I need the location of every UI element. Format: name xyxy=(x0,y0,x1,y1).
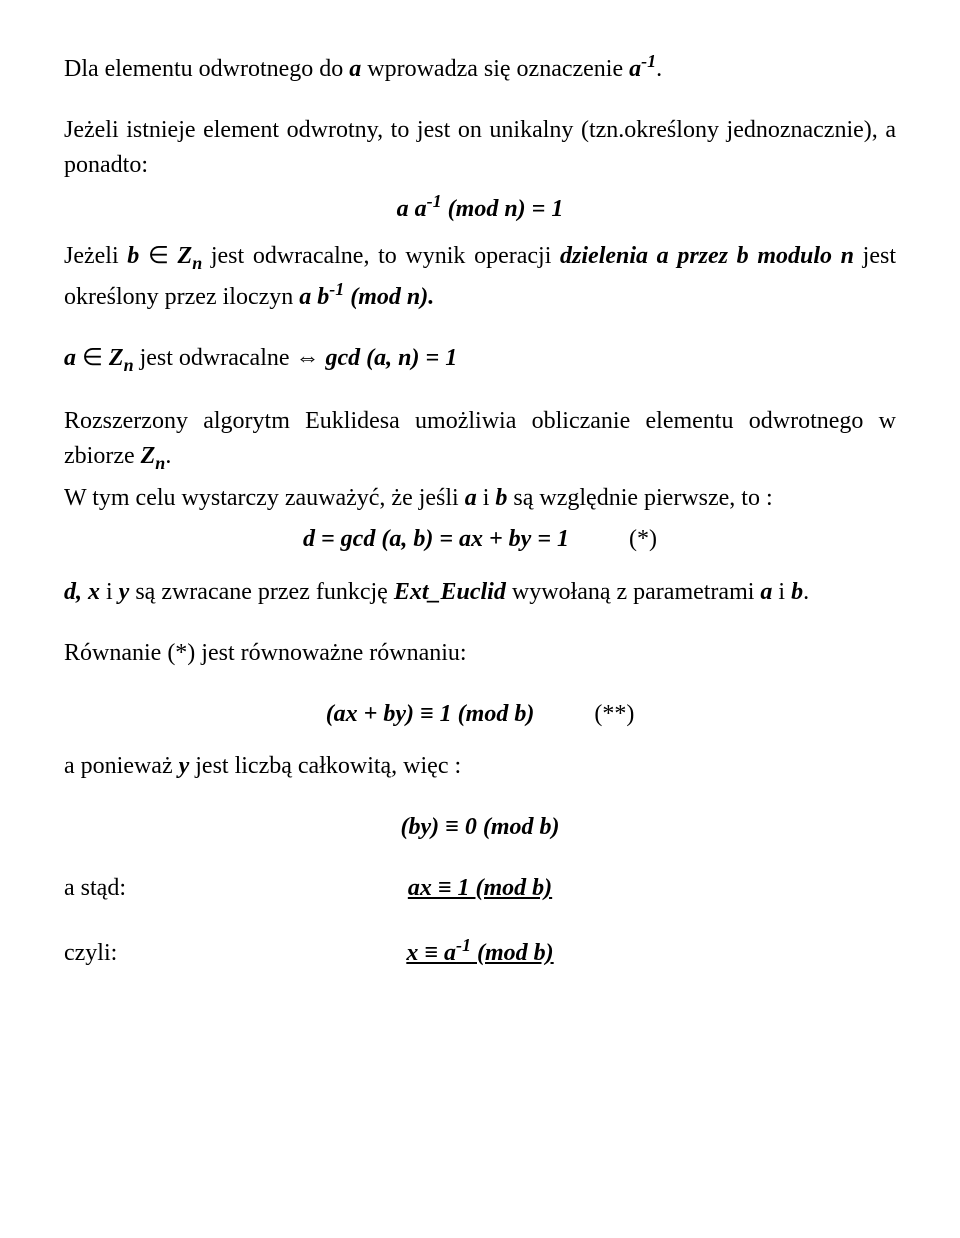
text: jest odwracalne, to wynik operacji xyxy=(202,243,560,269)
para-iff-gcd: a ∈ Zn jest odwracalne ⇔ gcd (a, n) = 1 xyxy=(64,341,896,378)
exp-neg1: -1 xyxy=(329,279,344,299)
expr-modn: (mod n). xyxy=(344,284,434,310)
text: są względnie pierwsze, to : xyxy=(507,485,772,511)
var-a: a xyxy=(629,56,641,82)
para-equivalent: Równanie (*) jest równoważne równaniu: xyxy=(64,636,896,671)
eq6-exp: -1 xyxy=(456,935,471,955)
text: i xyxy=(100,579,119,605)
text: Dla elementu odwrotnego do xyxy=(64,56,349,82)
equation-3-label: (**) xyxy=(594,697,634,732)
text: jest liczbą całkowitą, więc : xyxy=(189,753,461,779)
eq-rhs: (mod n) = 1 xyxy=(442,196,564,222)
var-a: a xyxy=(349,56,361,82)
line-hence: a stąd: ax ≡ 1 (mod b) xyxy=(64,871,896,906)
lead-hence: a stąd: xyxy=(64,871,164,906)
text: Jeżeli xyxy=(64,243,127,269)
var-b: b xyxy=(127,243,139,269)
text: . xyxy=(803,579,809,605)
equation-2-row: d = gcd (a, b) = ax + by = 1 (*) xyxy=(64,522,896,557)
para-y-integer: a ponieważ y jest liczbą całkowitą, więc… xyxy=(64,749,896,784)
text: są zwracane przez funkcję xyxy=(129,579,394,605)
var-b: b xyxy=(791,579,803,605)
text: . xyxy=(165,443,171,469)
para-coprime: W tym celu wystarczy zauważyć, że jeśli … xyxy=(64,481,896,516)
set-Zn-sub: n xyxy=(192,253,202,273)
text: . xyxy=(656,56,662,82)
line-therefore: czyli: x ≡ a-1 (mod b) xyxy=(64,932,896,971)
text: wywołaną z parametrami xyxy=(506,579,761,605)
equation-2: d = gcd (a, b) = ax + by = 1 xyxy=(303,522,569,557)
intro-line-2: Jeżeli istnieje element odwrotny, to jes… xyxy=(64,113,896,183)
text: wprowadza się oznaczenie xyxy=(361,56,629,82)
set-Z: Z xyxy=(178,243,193,269)
var-a: a xyxy=(64,345,76,371)
var-a: a xyxy=(760,579,772,605)
lead-therefore: czyli: xyxy=(64,936,164,971)
phrase-division: dzielenia a przez b modulo n xyxy=(560,243,854,269)
intro-line-1: Dla elementu odwrotnego do a wprowadza s… xyxy=(64,48,896,87)
equation-1: a a-1 (mod n) = 1 xyxy=(64,188,896,227)
text: i xyxy=(772,579,791,605)
var-y: y xyxy=(119,579,130,605)
var-y: y xyxy=(179,753,190,779)
text: W tym celu wystarczy zauważyć, że jeśli xyxy=(64,485,465,511)
eq-lhs: a a xyxy=(397,196,427,222)
eq6-part-a: x ≡ a xyxy=(406,940,456,966)
text: Równanie (*) jest równoważne równaniu: xyxy=(64,640,467,666)
text: Rozszerzony algorytm Euklidesa umożliwia… xyxy=(64,408,896,469)
equation-3: (ax + by) ≡ 1 (mod b) xyxy=(326,697,535,732)
eq6-part-c: (mod b) xyxy=(471,940,554,966)
set-Z: Z xyxy=(109,345,124,371)
var-a: a xyxy=(465,485,477,511)
set-Zn-sub: n xyxy=(155,452,165,472)
text: ∈ xyxy=(139,243,177,269)
expr-ab: a b xyxy=(299,284,329,310)
equation-6: x ≡ a-1 (mod b) xyxy=(406,940,553,966)
equation-5: ax ≡ 1 (mod b) xyxy=(408,875,552,901)
equation-4: (by) ≡ 0 (mod b) xyxy=(64,810,896,845)
iff-symbol: ⇔ xyxy=(296,345,320,371)
text: jest odwracalne xyxy=(134,345,296,371)
func-ext-euclid: Ext_Euclid xyxy=(394,579,506,605)
text: ∈ xyxy=(76,345,109,371)
text: i xyxy=(477,485,496,511)
equation-3-row: (ax + by) ≡ 1 (mod b) (**) xyxy=(64,697,896,732)
text: Jeżeli istnieje element odwrotny, to jes… xyxy=(64,117,896,178)
para-ext-euclid-intro: Rozszerzony algorytm Euklidesa umożliwia… xyxy=(64,404,896,476)
set-Z: Z xyxy=(141,443,156,469)
para-division: Jeżeli b ∈ Zn jest odwracalne, to wynik … xyxy=(64,239,896,315)
para-ext-euclid-returns: d, x i y są zwracane przez funkcję Ext_E… xyxy=(64,575,896,610)
equation-2-label: (*) xyxy=(629,522,657,557)
vars-dxy: d, x xyxy=(64,579,100,605)
var-b: b xyxy=(495,485,507,511)
exp-neg1: -1 xyxy=(641,51,656,71)
set-Zn-sub: n xyxy=(124,355,134,375)
exp-neg1: -1 xyxy=(427,191,442,211)
expr-gcd-eq-1: gcd (a, n) = 1 xyxy=(320,345,458,371)
eq-by-zero: (by) ≡ 0 (mod b) xyxy=(401,814,560,840)
text: a ponieważ xyxy=(64,753,179,779)
